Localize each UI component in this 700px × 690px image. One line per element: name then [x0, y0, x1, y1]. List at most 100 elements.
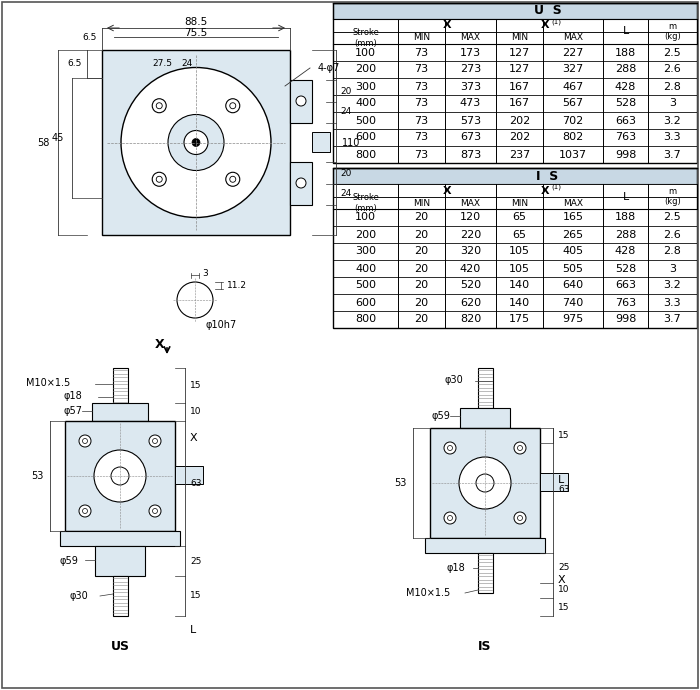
Bar: [333, 168, 697, 328]
Text: φ59: φ59: [431, 411, 450, 421]
Text: Stroke
(mm): Stroke (mm): [352, 193, 379, 213]
Text: 73: 73: [414, 132, 428, 143]
Circle shape: [226, 99, 240, 112]
Text: 73: 73: [414, 99, 428, 108]
Bar: [430, 428, 540, 538]
Bar: [333, 311, 697, 328]
Text: 3.7: 3.7: [664, 315, 681, 324]
Text: 873: 873: [460, 150, 481, 159]
Text: 65: 65: [512, 213, 526, 222]
Text: 467: 467: [562, 81, 584, 92]
Text: 75.5: 75.5: [184, 28, 208, 38]
Circle shape: [79, 435, 91, 447]
Text: 373: 373: [460, 81, 481, 92]
Text: 520: 520: [460, 281, 481, 290]
Text: 405: 405: [562, 246, 584, 257]
Bar: [333, 226, 697, 243]
Bar: [333, 277, 697, 294]
Text: 663: 663: [615, 281, 636, 290]
Text: L: L: [190, 625, 196, 635]
Text: 420: 420: [460, 264, 481, 273]
Bar: [312, 132, 330, 152]
Text: 220: 220: [460, 230, 481, 239]
Text: 500: 500: [355, 281, 376, 290]
Text: US: US: [111, 640, 130, 653]
Text: 3.3: 3.3: [664, 297, 681, 308]
Text: m
(kg): m (kg): [664, 187, 681, 206]
Bar: [92, 403, 148, 421]
Text: MIN: MIN: [511, 199, 528, 208]
Bar: [333, 243, 697, 260]
Text: 11.2: 11.2: [227, 282, 247, 290]
Bar: [478, 553, 493, 593]
Text: 288: 288: [615, 230, 636, 239]
Bar: [333, 168, 697, 184]
Text: 600: 600: [355, 297, 376, 308]
Bar: [333, 197, 697, 209]
Circle shape: [476, 474, 494, 492]
Bar: [333, 32, 697, 44]
Bar: [290, 80, 312, 123]
Circle shape: [94, 450, 146, 502]
Text: 2.8: 2.8: [664, 246, 681, 257]
Text: L: L: [622, 192, 629, 201]
Text: X: X: [442, 21, 452, 30]
Text: I  S: I S: [536, 170, 559, 182]
Text: 167: 167: [509, 99, 530, 108]
Circle shape: [152, 99, 166, 112]
Text: 24: 24: [340, 108, 351, 117]
Bar: [333, 95, 697, 112]
Text: 100: 100: [355, 213, 376, 222]
Text: 202: 202: [509, 115, 530, 126]
Text: 53: 53: [395, 478, 407, 488]
Circle shape: [168, 115, 224, 170]
Text: 1037: 1037: [559, 150, 587, 159]
Text: 10: 10: [190, 408, 202, 417]
Text: 188: 188: [615, 48, 636, 57]
Bar: [333, 3, 697, 163]
Bar: [290, 162, 312, 205]
Text: 63: 63: [190, 478, 202, 488]
Bar: [113, 576, 128, 616]
Text: 528: 528: [615, 264, 636, 273]
Text: 45: 45: [52, 133, 64, 143]
Circle shape: [149, 435, 161, 447]
Text: L: L: [558, 475, 564, 485]
Text: X: X: [442, 186, 452, 195]
Text: M10×1.5: M10×1.5: [26, 378, 70, 388]
Text: X: X: [190, 433, 197, 443]
Text: MAX: MAX: [461, 34, 480, 43]
Text: 702: 702: [562, 115, 584, 126]
Text: X: X: [541, 21, 550, 30]
Text: X: X: [541, 186, 550, 195]
Text: 140: 140: [509, 281, 530, 290]
Bar: [333, 260, 697, 277]
Circle shape: [296, 96, 306, 106]
Text: 663: 663: [615, 115, 636, 126]
Text: 53: 53: [32, 471, 44, 481]
Text: 975: 975: [562, 315, 584, 324]
Text: 120: 120: [460, 213, 481, 222]
Text: 3: 3: [669, 264, 676, 273]
Text: 620: 620: [460, 297, 481, 308]
Circle shape: [111, 467, 129, 485]
Text: MIN: MIN: [413, 34, 430, 43]
Text: 300: 300: [355, 81, 376, 92]
Text: 73: 73: [414, 48, 428, 57]
Bar: [102, 50, 290, 235]
Text: 65: 65: [512, 230, 526, 239]
Text: 200: 200: [355, 64, 376, 75]
Text: 273: 273: [460, 64, 481, 75]
Text: 165: 165: [563, 213, 584, 222]
Text: 27.5: 27.5: [152, 59, 172, 68]
Text: 20: 20: [414, 315, 428, 324]
Bar: [333, 129, 697, 146]
Text: 3.2: 3.2: [664, 115, 681, 126]
Text: m
(kg): m (kg): [664, 22, 681, 41]
Text: 740: 740: [562, 297, 584, 308]
Text: 400: 400: [355, 99, 376, 108]
Text: Stroke
(mm): Stroke (mm): [352, 28, 379, 48]
Text: 20: 20: [414, 281, 428, 290]
Text: 127: 127: [509, 64, 530, 75]
Text: X: X: [558, 575, 566, 585]
